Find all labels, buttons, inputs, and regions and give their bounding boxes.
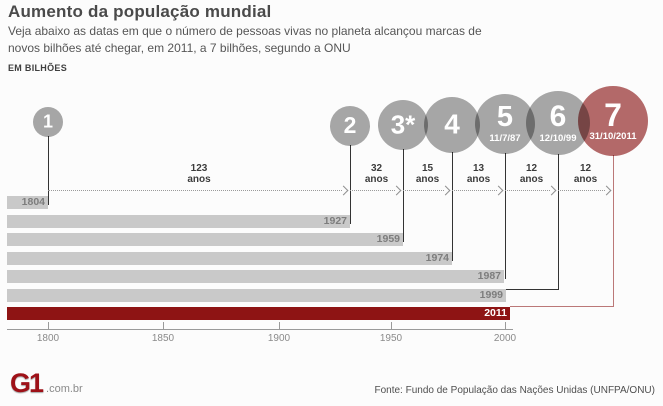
milestone-number-3: 3* [390,109,416,140]
timeline-segment-7 [558,190,605,191]
milestone-number-2: 2 [343,112,357,139]
milestone-number-4: 4 [444,108,460,140]
bar-1804: 1804 [7,196,48,209]
connector-4 [452,152,453,261]
gap-label-4: 15 anos [415,163,440,185]
x-axis-line [7,329,513,330]
gap-label-6: 12 anos [519,163,544,185]
timeline-segment-2 [48,190,342,191]
timeline-arrow-6 [546,185,557,196]
x-axis-tick-1900 [279,322,280,329]
timeline-segment-3 [350,190,395,191]
connector-6 [558,154,559,289]
timeline-arrow-5 [493,185,504,196]
x-axis-label-1850: 1850 [151,333,175,344]
bar-year-label-1999: 1999 [479,289,503,301]
source-credit: Fonte: Fundo de População das Nações Uni… [374,385,655,396]
timeline-arrow-7 [601,185,612,196]
milestone-label-7: 7 31/10/2011 [589,96,637,143]
gap-label-7: 12 anos [573,163,598,185]
gap-label-3: 32 anos [364,163,389,185]
bar-year-label-1987: 1987 [477,270,501,282]
bar-2011: 2011 [7,307,510,320]
x-axis-label-1800: 1800 [36,333,60,344]
x-axis-tick-2000 [505,322,506,329]
milestone-label-5: 5 11/7/87 [489,101,521,144]
page-title: Aumento da população mundial [8,2,272,21]
milestone-number-7: 7 [604,96,622,133]
footer: G1 .com.br Fonte: Fundo de População das … [0,368,663,406]
milestone-circle-7 [578,86,648,156]
bar-1999: 1999 [7,289,506,302]
timeline-arrow-2 [338,185,349,196]
milestone-label-1: 1 [42,111,54,132]
milestone-date-5: 11/7/87 [489,132,521,144]
bar-1927: 1927 [7,215,350,228]
x-axis-tick-1850 [163,322,164,329]
milestone-number-6: 6 [549,99,567,133]
g1-logo-text: G1 [10,368,44,398]
bar-year-label-2011: 2011 [484,307,507,319]
milestone-circle-5 [475,94,535,154]
milestone-circle-4 [424,97,480,153]
connector-3 [403,149,404,242]
x-axis-label-1900: 1900 [267,333,291,344]
x-axis-tick-1800 [48,322,49,329]
x-axis-tick-1950 [391,322,392,329]
milestone-label-6: 6 12/10/99 [539,99,577,144]
timeline-segment-4 [403,190,444,191]
timeline-arrow-3 [391,185,402,196]
bar-year-label-1804: 1804 [21,196,45,208]
milestone-number-1: 1 [42,111,54,132]
timeline-segment-5 [452,190,497,191]
g1-logo: G1 .com.br [10,370,83,402]
header: Aumento da população mundial Veja abaixo… [8,2,608,73]
x-axis-label-1950: 1950 [379,333,403,344]
connector-2 [350,145,351,224]
milestone-circle-2 [330,106,370,146]
unit-label: EM BILHÕES [8,63,68,73]
milestone-label-4: 4 [444,108,460,140]
x-axis-label-2000: 2000 [493,333,517,344]
bar-year-label-1927: 1927 [323,215,347,227]
milestone-label-3: 3* [390,109,416,140]
subtitle-line-1: Veja abaixo as datas em que o número de … [8,24,482,38]
milestone-circle-3 [378,100,428,150]
timeline-arrow-4 [440,185,451,196]
milestone-date-6: 12/10/99 [539,132,577,144]
timeline-segment-6 [505,190,550,191]
connector-5 [505,153,506,279]
bar-1959: 1959 [7,233,403,246]
g1-logo-suffix: .com.br [46,383,83,395]
gap-label-5: 13 anos [466,163,491,185]
bar-year-label-1959: 1959 [376,233,400,245]
milestone-date-7: 31/10/2011 [589,131,637,143]
milestone-circle-1 [33,107,63,137]
connector-1 [48,136,49,205]
milestone-number-5: 5 [496,101,514,134]
milestone-label-2: 2 [343,112,357,139]
connector-elbow-6 [506,289,559,290]
gap-label-2: 123 anos [187,163,211,185]
bar-1987: 1987 [7,270,504,283]
connector-elbow-7 [510,306,614,307]
connector-7 [613,155,614,306]
subtitle-line-2: novos bilhões até chegar, em 2011, a 7 b… [8,41,351,55]
bar-year-label-1974: 1974 [425,252,449,264]
bar-1974: 1974 [7,252,452,265]
